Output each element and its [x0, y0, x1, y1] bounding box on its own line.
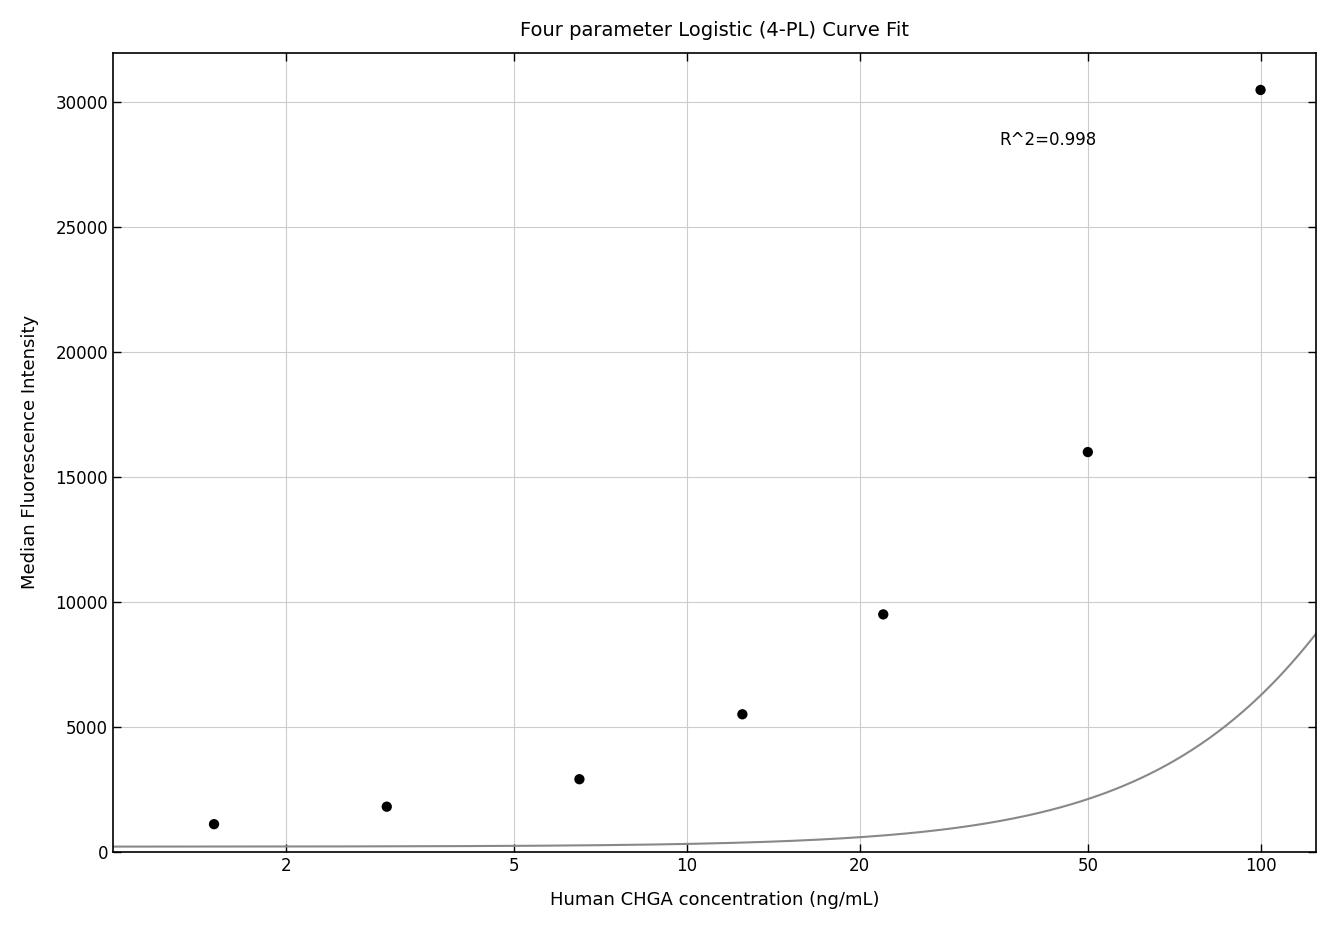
Y-axis label: Median Fluorescence Intensity: Median Fluorescence Intensity — [21, 315, 39, 589]
Point — [568, 772, 590, 787]
Point — [1078, 445, 1099, 459]
Point — [731, 707, 753, 722]
Title: Four parameter Logistic (4-PL) Curve Fit: Four parameter Logistic (4-PL) Curve Fit — [520, 20, 909, 40]
Point — [1250, 83, 1271, 98]
Point — [873, 607, 894, 622]
Point — [203, 817, 225, 831]
X-axis label: Human CHGA concentration (ng/mL): Human CHGA concentration (ng/mL) — [550, 891, 880, 910]
Point — [376, 799, 397, 814]
Text: R^2=0.998: R^2=0.998 — [999, 131, 1096, 149]
